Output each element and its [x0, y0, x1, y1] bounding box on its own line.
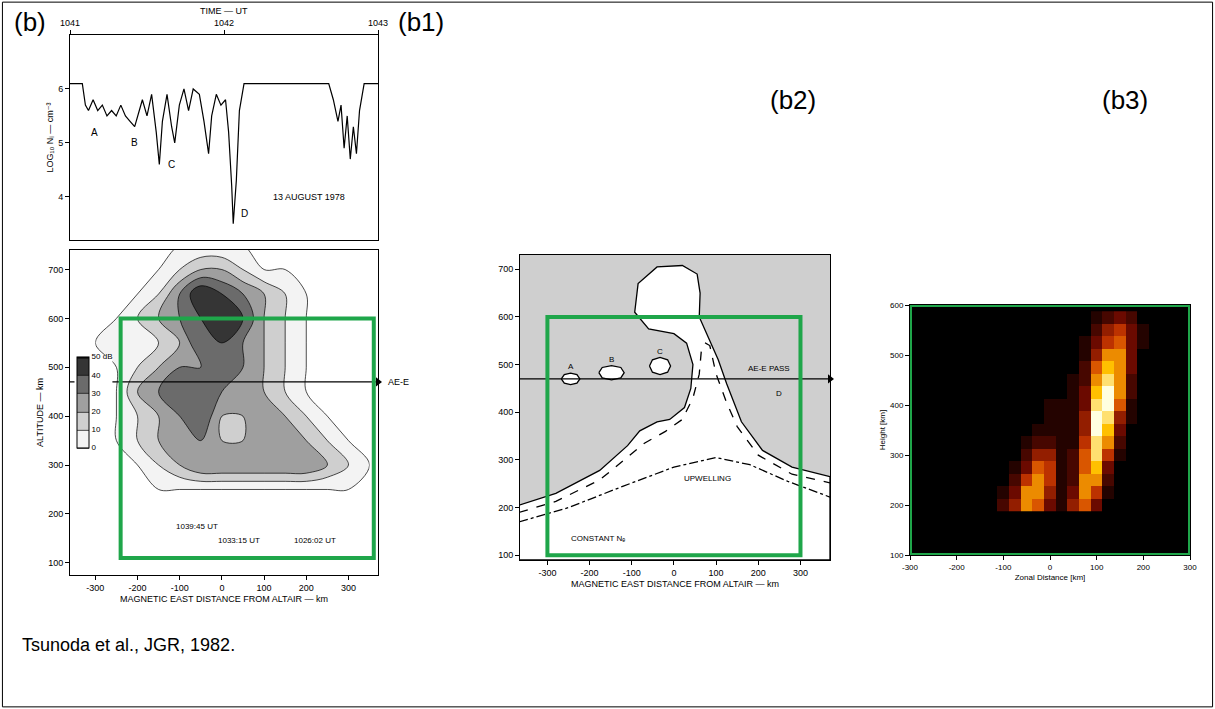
svg-text:1033:15 UT: 1033:15 UT — [218, 536, 260, 545]
svg-text:400: 400 — [48, 411, 63, 421]
svg-text:1043: 1043 — [368, 18, 388, 28]
svg-text:1041: 1041 — [60, 18, 80, 28]
svg-text:100: 100 — [48, 558, 63, 568]
svg-text:30: 30 — [92, 389, 101, 398]
svg-text:-300: -300 — [538, 568, 556, 578]
svg-text:100: 100 — [890, 551, 904, 560]
svg-text:50 dB: 50 dB — [92, 352, 113, 361]
svg-text:1039:45 UT: 1039:45 UT — [176, 522, 218, 531]
svg-text:D: D — [776, 389, 782, 398]
svg-text:B: B — [131, 137, 138, 148]
svg-text:200: 200 — [890, 501, 904, 510]
svg-text:0: 0 — [92, 443, 97, 452]
svg-text:-100: -100 — [995, 563, 1012, 572]
svg-text:300: 300 — [1183, 563, 1197, 572]
svg-text:600: 600 — [890, 301, 904, 310]
svg-text:C: C — [657, 347, 663, 356]
svg-text:400: 400 — [890, 401, 904, 410]
svg-text:TIME — UT: TIME — UT — [200, 6, 248, 16]
svg-text:(b2): (b2) — [770, 85, 816, 115]
svg-text:-200: -200 — [129, 583, 147, 593]
svg-text:0: 0 — [1048, 563, 1053, 572]
svg-text:500: 500 — [498, 360, 513, 370]
svg-text:A: A — [91, 127, 98, 138]
svg-text:300: 300 — [498, 455, 513, 465]
svg-text:300: 300 — [890, 451, 904, 460]
svg-text:0: 0 — [671, 568, 676, 578]
svg-text:500: 500 — [48, 362, 63, 372]
svg-text:10: 10 — [92, 425, 101, 434]
svg-text:AE-E: AE-E — [388, 377, 409, 387]
svg-text:1026:02 UT: 1026:02 UT — [294, 536, 336, 545]
svg-text:6: 6 — [58, 84, 63, 94]
svg-text:4: 4 — [58, 192, 63, 202]
svg-text:13 AUGUST 1978: 13 AUGUST 1978 — [273, 192, 345, 202]
svg-text:-100: -100 — [623, 568, 641, 578]
svg-text:Zonal Distance [km]: Zonal Distance [km] — [1015, 573, 1086, 582]
svg-text:100: 100 — [1090, 563, 1104, 572]
svg-text:500: 500 — [890, 351, 904, 360]
svg-text:1042: 1042 — [214, 18, 234, 28]
svg-text:A: A — [568, 362, 574, 371]
svg-text:100: 100 — [257, 583, 272, 593]
svg-text:200: 200 — [751, 568, 766, 578]
svg-text:700: 700 — [498, 264, 513, 274]
svg-text:MAGNETIC EAST DISTANCE FROM AL: MAGNETIC EAST DISTANCE FROM ALTAIR — km — [120, 594, 328, 604]
svg-text:-300: -300 — [902, 563, 919, 572]
svg-text:ALTITUDE — km: ALTITUDE — km — [35, 378, 45, 447]
svg-text:600: 600 — [498, 312, 513, 322]
svg-text:700: 700 — [48, 265, 63, 275]
svg-text:D: D — [241, 208, 248, 219]
svg-text:-200: -200 — [949, 563, 966, 572]
svg-text:100: 100 — [498, 550, 513, 560]
svg-text:(b): (b) — [14, 7, 46, 37]
svg-text:-100: -100 — [171, 583, 189, 593]
svg-text:MAGNETIC EAST DISTANCE FROM AL: MAGNETIC EAST DISTANCE FROM ALTAIR — km — [571, 579, 779, 589]
svg-text:400: 400 — [498, 407, 513, 417]
svg-text:300: 300 — [48, 460, 63, 470]
svg-text:AE-E PASS: AE-E PASS — [748, 364, 790, 373]
svg-text:-200: -200 — [581, 568, 599, 578]
svg-text:300: 300 — [793, 568, 808, 578]
svg-text:0: 0 — [219, 583, 224, 593]
svg-text:600: 600 — [48, 314, 63, 324]
svg-text:200: 200 — [1137, 563, 1151, 572]
svg-text:Height [km]: Height [km] — [878, 410, 887, 450]
svg-text:CONSTANT Nₑ: CONSTANT Nₑ — [571, 534, 625, 543]
svg-text:300: 300 — [341, 583, 356, 593]
svg-text:LOG₁₀ Nᵢ — cm⁻³: LOG₁₀ Nᵢ — cm⁻³ — [45, 103, 55, 173]
svg-text:-300: -300 — [86, 583, 104, 593]
svg-text:200: 200 — [48, 509, 63, 519]
svg-text:40: 40 — [92, 371, 101, 380]
svg-text:(b1): (b1) — [398, 7, 444, 37]
svg-text:Tsunoda et al., JGR, 1982.: Tsunoda et al., JGR, 1982. — [22, 635, 235, 655]
svg-text:(b3): (b3) — [1102, 85, 1148, 115]
svg-text:C: C — [168, 159, 175, 170]
svg-text:100: 100 — [709, 568, 724, 578]
svg-text:5: 5 — [58, 138, 63, 148]
svg-text:B: B — [609, 355, 614, 364]
svg-text:200: 200 — [299, 583, 314, 593]
svg-text:UPWELLING: UPWELLING — [684, 474, 731, 483]
svg-text:20: 20 — [92, 407, 101, 416]
svg-text:200: 200 — [498, 503, 513, 513]
